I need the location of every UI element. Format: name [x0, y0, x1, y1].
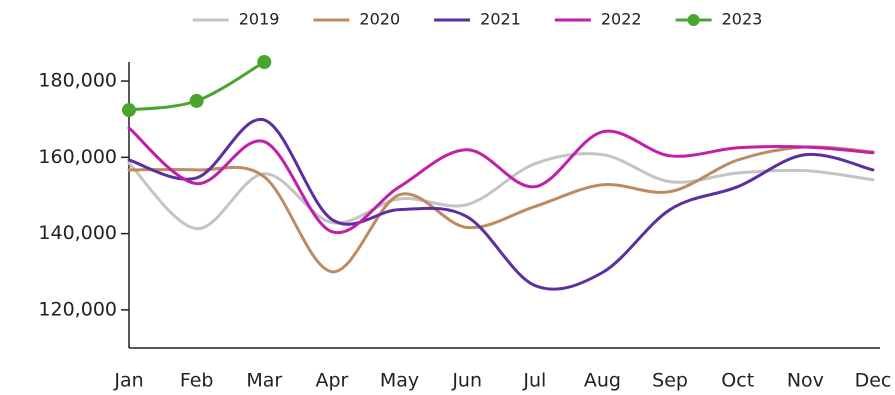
x-tick-label: Aug: [584, 370, 621, 392]
x-tick-label: Jul: [522, 370, 546, 392]
x-tick-label: Jan: [113, 370, 143, 392]
series-line: [127, 145, 875, 274]
x-tick-label: Jun: [451, 370, 482, 392]
data-point: [122, 103, 136, 118]
legend-label: 2020: [359, 10, 400, 29]
x-tick-label: Mar: [246, 370, 282, 392]
x-tick-label: Nov: [787, 370, 824, 392]
legend-label: 2021: [480, 10, 521, 29]
y-tick-label: 140,000: [38, 222, 117, 244]
legend-label: 2019: [239, 10, 280, 29]
y-tick-label: 180,000: [38, 70, 117, 92]
y-tick-label: 120,000: [38, 298, 117, 320]
x-tick-label: Feb: [180, 370, 214, 392]
x-tick-label: Apr: [315, 370, 348, 392]
series-line: [127, 126, 875, 235]
x-tick-label: May: [380, 370, 419, 392]
legend-label: 2022: [601, 10, 642, 29]
legend-marker: [687, 14, 700, 26]
x-tick-label: Oct: [721, 370, 754, 392]
x-tick-label: Dec: [855, 370, 892, 392]
y-tick-label: 160,000: [38, 146, 117, 168]
legend-label: 2023: [722, 10, 763, 29]
data-point: [189, 93, 204, 108]
series-line: [127, 118, 875, 291]
x-tick-label: Sep: [652, 370, 688, 392]
series-line: [127, 152, 875, 231]
data-point: [257, 55, 272, 69]
